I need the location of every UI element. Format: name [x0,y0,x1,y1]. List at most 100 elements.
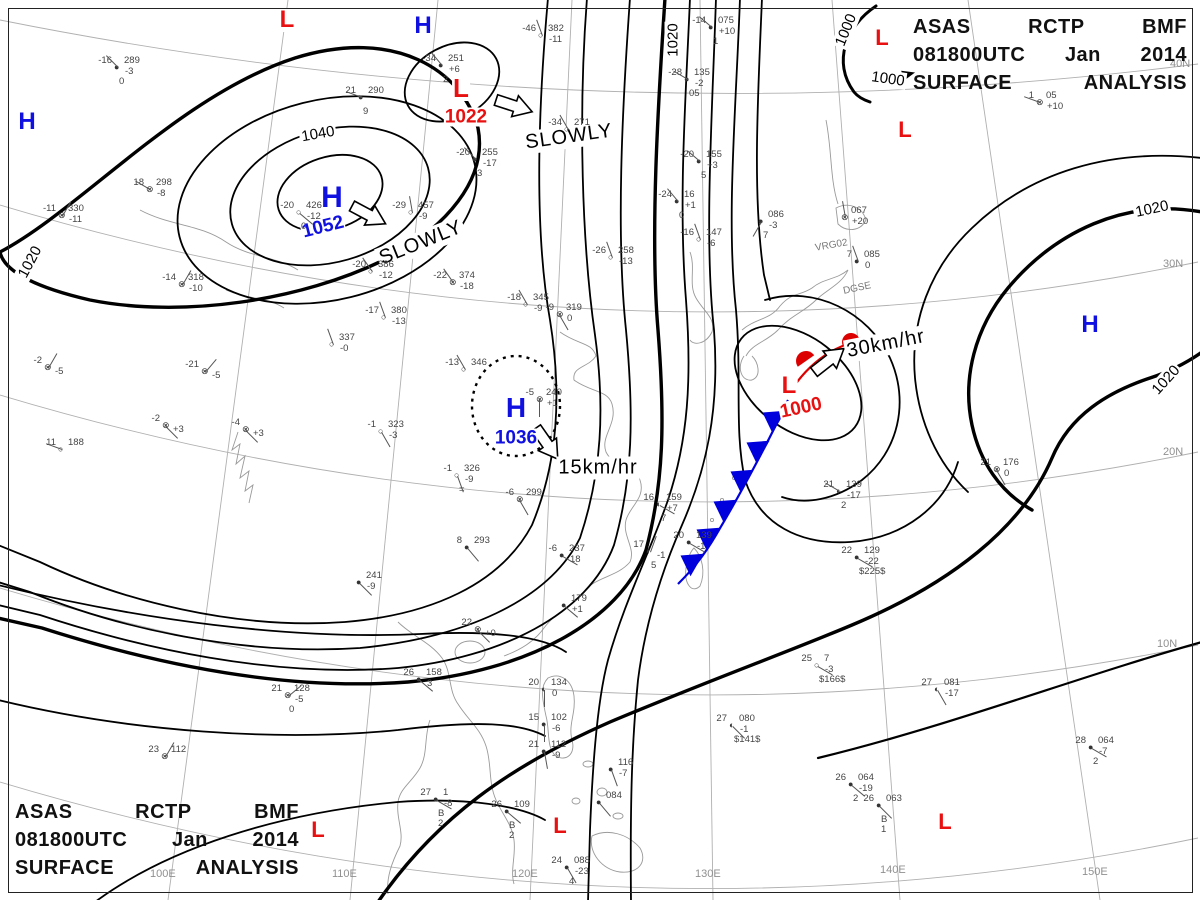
station-tl: -21 [185,359,199,370]
station-symbol-icon: ● [876,800,882,810]
wind-barb-icon [543,690,545,707]
station-br: +3 [173,424,184,435]
station-br: -9 [552,750,561,761]
station-symbol-icon: ● [561,600,567,610]
station-symbol-icon: ● [433,794,439,804]
station-br: -17 [847,490,861,501]
pressure-center-H: H [1080,311,1100,338]
grid-label-30N: 30N [1163,258,1184,270]
station-tr: 102 [551,712,567,723]
station-tr: 159 [666,492,682,503]
station-br: -1 [697,541,706,552]
pressure-center-L: L [452,73,470,103]
station-tr: 289 [124,55,140,66]
pressure-center-H: H [320,181,344,214]
station-tr: 241 [366,570,382,581]
title-line-1: ASAS RCTP BMF [913,16,1187,38]
station-tl: 20 [673,530,684,541]
station-tr: 116 [618,757,634,768]
station-tr: 081 [944,677,960,688]
station-tl: 21 [271,683,282,694]
station-symbol-icon: ● [356,577,362,587]
station-br: +1 [547,398,558,409]
station-tr: 318 [188,272,204,283]
station-tr: 112 [171,744,187,755]
station-tr: 382 [548,23,564,34]
station-br: +10 [719,26,736,37]
station-tl: 16 [643,492,654,503]
station-br: -9 [419,211,428,222]
pressure-center-L: L [780,372,798,399]
station-br: +10 [1047,101,1064,112]
station-tl: -11 [42,203,56,214]
station-br: +0 [485,628,496,639]
wind-barb-icon [543,725,545,742]
station-symbol-icon: ⊗ [993,465,1001,474]
station-tl: -13 [445,357,459,368]
station-tr: 063 [886,793,902,804]
station-tl: -34 [548,117,562,128]
title-block-bottom-left: ASAS RCTP BMF 081800UTC Jan 2014 SURFACE ANALYS… [15,800,299,880]
station-bl: B 2 [438,808,445,829]
station-tr: 112 [551,739,567,750]
station-br: -17 [483,158,497,169]
station-symbol-icon: ◐ [729,720,735,730]
station-tl: 21 [980,457,991,468]
station-br: -22 [865,556,879,567]
station-br: -3 [825,664,834,675]
station-symbol-icon: ◐ [934,684,940,694]
station-tl: -2 [151,413,160,424]
station-tr: 135 [694,67,710,78]
station-tr: 134 [551,677,567,688]
station-symbol-icon: ● [758,217,763,226]
station-tl: -20 [456,147,470,158]
station-tr: 128 [294,683,310,694]
pressure-center-H: H [413,12,433,39]
station-symbol-icon: ◐ [646,546,652,556]
station-tr: 255 [482,147,498,158]
station-tr: 176 [1003,457,1019,468]
station-tr: 05 [1046,90,1057,101]
station-br: +6 [449,64,460,75]
station-tl: 1 [1028,90,1034,101]
station-bl: 1 [713,36,719,47]
station-br: +3 [253,428,264,439]
station-tl: -6 [505,487,514,498]
station-symbol-icon: ● [1088,742,1094,752]
station-tr: 293 [474,535,490,546]
station-br: -11 [69,214,83,225]
station-br: -13 [619,256,633,267]
station-br: -3 [125,66,134,77]
station-tr: 457 [418,200,434,211]
station-br: +1 [685,200,696,211]
station-tl: -4 [231,417,240,428]
station-tl: -9 [545,302,554,313]
station-bl: 2 [853,793,859,804]
station-symbol-icon: ● [854,552,860,562]
station-symbol-icon: ● [416,674,422,684]
station-tr: 426 [306,200,322,211]
station-symbol-icon: ● [564,862,570,872]
station-tl: 28 [1075,735,1086,746]
station-tr: 386 [378,259,394,270]
station-tr: 374 [459,270,475,281]
station-tr: 346 [471,357,487,368]
station-symbol-icon: ◐ [541,684,547,694]
station-tl: 26 [403,667,414,678]
station-tr: 271 [574,117,590,128]
station-tr: 139 [846,479,862,490]
station-tr: 139 [696,530,712,541]
station-tr: 085 [864,249,880,260]
station-tl: 27 [716,713,727,724]
station-tr: 1 [443,787,449,798]
title-line-3: SURFACE ANALYSIS [15,857,299,879]
station-br: -13 [392,316,406,327]
pressure-center-L: L [552,813,568,838]
station-tl: 21 [345,85,356,96]
station-bl: $225$ [859,566,886,577]
station-tr: 380 [391,305,407,316]
station-br: -2 [695,78,704,89]
station-tr: 330 [68,203,84,214]
station-bl: 0 [289,704,295,715]
